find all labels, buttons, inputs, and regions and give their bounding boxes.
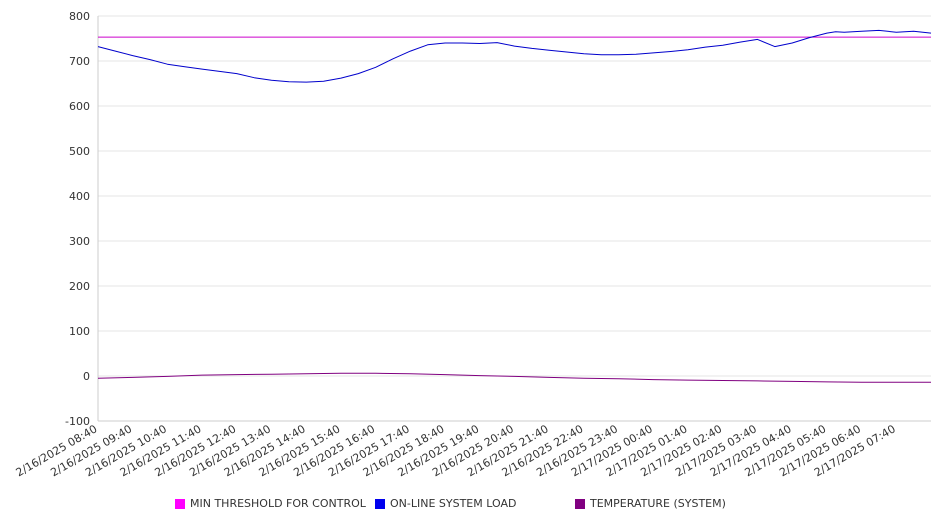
grid-lines: [98, 15, 931, 422]
y-tick-label: 200: [69, 280, 90, 293]
axes: [97, 16, 931, 422]
legend-swatch-min-threshold: [175, 498, 185, 509]
legend: MIN THRESHOLD FOR CONTROL ON-LINE SYSTEM…: [0, 497, 946, 517]
series-line-1: [97, 29, 932, 83]
y-tick-label: 600: [69, 100, 90, 113]
y-axis-ticks: 800 700 600 500 400 300 200 100 0 -100: [65, 10, 90, 428]
legend-label-temperature: TEMPERATURE (SYSTEM): [590, 497, 726, 510]
series-lines: [97, 29, 932, 383]
x-axis-ticks: 2/16/2025 08:402/16/2025 09:402/16/2025 …: [14, 422, 898, 479]
legend-item-system-load[interactable]: ON-LINE SYSTEM LOAD: [375, 497, 516, 510]
y-tick-label: 700: [69, 55, 90, 68]
y-tick-label: 400: [69, 190, 90, 203]
legend-label-system-load: ON-LINE SYSTEM LOAD: [390, 497, 517, 510]
legend-label-min-threshold: MIN THRESHOLD FOR CONTROL: [190, 497, 366, 510]
y-tick-label: 300: [69, 235, 90, 248]
y-tick-label: -100: [65, 415, 90, 428]
legend-item-min-threshold[interactable]: MIN THRESHOLD FOR CONTROL: [175, 497, 366, 510]
legend-swatch-system-load: [375, 498, 385, 509]
y-tick-label: 0: [83, 370, 90, 383]
y-tick-label: 100: [69, 325, 90, 338]
y-tick-label: 500: [69, 145, 90, 158]
legend-item-temperature[interactable]: TEMPERATURE (SYSTEM): [575, 497, 726, 510]
legend-swatch-temperature: [575, 498, 585, 509]
series-line-2: [97, 372, 931, 383]
y-tick-label: 800: [69, 10, 90, 23]
